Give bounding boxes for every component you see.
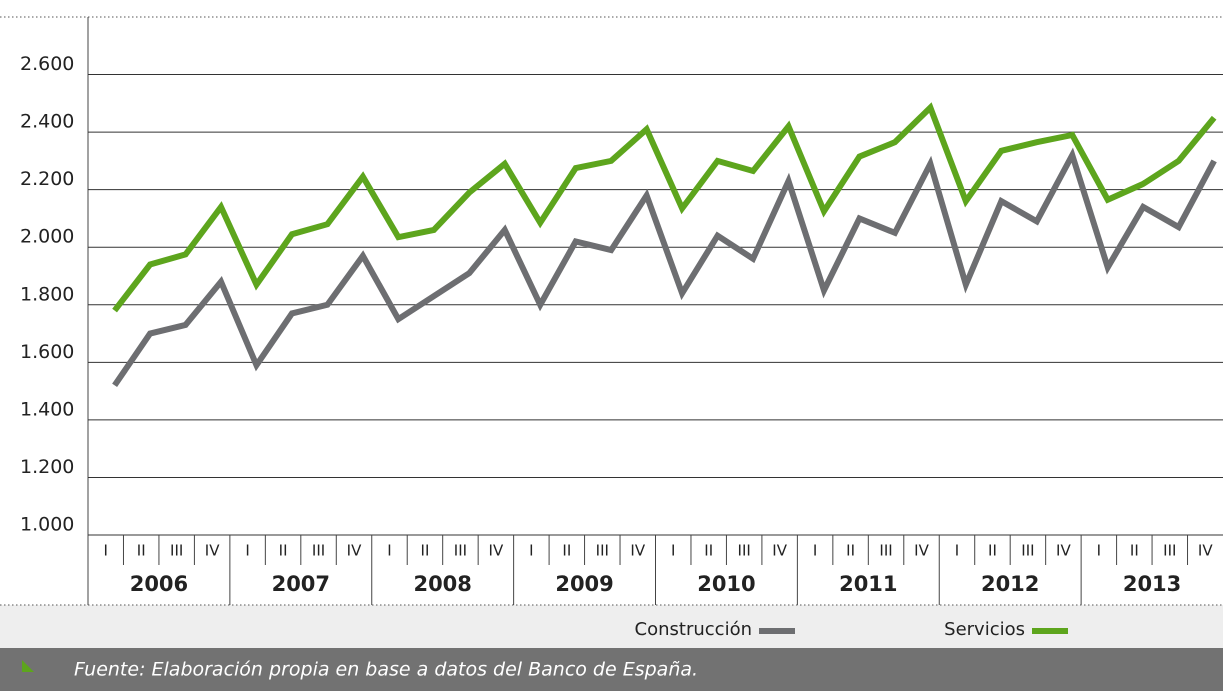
footer-icon xyxy=(22,660,34,672)
x-tick-label: I xyxy=(813,542,817,560)
legend-label: Construcción xyxy=(635,619,752,640)
source-note: Fuente: Elaboración propia en base a dat… xyxy=(74,659,698,681)
x-tick-label: IV xyxy=(630,542,645,560)
legend-swatch xyxy=(1032,628,1068,634)
x-tick-label: I xyxy=(529,542,533,560)
x-tick-label: II xyxy=(421,542,430,560)
legend-band xyxy=(0,605,1223,648)
x-tick-label: II xyxy=(137,542,146,560)
year-label: 2012 xyxy=(981,572,1039,596)
y-tick-label: 1.200 xyxy=(20,456,74,478)
y-tick-label: 2.200 xyxy=(20,168,74,190)
year-label: 2008 xyxy=(413,572,471,596)
x-tick-label: I xyxy=(955,542,959,560)
series-line xyxy=(112,102,1217,313)
y-tick-label: 1.400 xyxy=(20,398,74,420)
x-tick-label: III xyxy=(1021,542,1034,560)
x-tick-label: IV xyxy=(914,542,929,560)
x-tick-label: IV xyxy=(1056,542,1071,560)
series-line xyxy=(112,147,1217,388)
year-label: 2007 xyxy=(272,572,330,596)
year-label: 2006 xyxy=(130,572,188,596)
legend-swatch xyxy=(759,628,795,634)
x-tick-label: I xyxy=(1097,542,1101,560)
x-tick-label: III xyxy=(879,542,892,560)
y-tick-label: 1.800 xyxy=(20,283,74,305)
year-label: 2013 xyxy=(1123,572,1181,596)
x-tick-label: II xyxy=(279,542,288,560)
legend-label: Servicios xyxy=(944,619,1025,640)
x-tick-label: IV xyxy=(1198,542,1213,560)
x-tick-label: II xyxy=(704,542,713,560)
x-tick-label: III xyxy=(596,542,609,560)
year-label: 2010 xyxy=(697,572,755,596)
x-tick-label: I xyxy=(671,542,675,560)
footer-band xyxy=(0,648,1223,691)
year-label: 2011 xyxy=(839,572,897,596)
y-tick-label: 2.400 xyxy=(20,111,74,133)
y-tick-label: 2.000 xyxy=(20,226,74,248)
x-tick-label: II xyxy=(1130,542,1139,560)
x-tick-label: IV xyxy=(772,542,787,560)
x-tick-label: IV xyxy=(489,542,504,560)
x-tick-label: IV xyxy=(205,542,220,560)
x-tick-label: IV xyxy=(347,542,362,560)
x-tick-label: I xyxy=(245,542,249,560)
y-tick-label: 1.000 xyxy=(20,514,74,536)
x-tick-label: II xyxy=(988,542,997,560)
x-tick-label: III xyxy=(454,542,467,560)
year-label: 2009 xyxy=(555,572,613,596)
x-tick-label: III xyxy=(170,542,183,560)
x-tick-label: I xyxy=(387,542,391,560)
x-tick-label: III xyxy=(1163,542,1176,560)
x-tick-label: II xyxy=(562,542,571,560)
x-tick-label: III xyxy=(312,542,325,560)
x-tick-label: III xyxy=(738,542,751,560)
x-tick-label: II xyxy=(846,542,855,560)
y-tick-label: 1.600 xyxy=(20,341,74,363)
x-tick-label: I xyxy=(104,542,108,560)
y-tick-label: 2.600 xyxy=(20,53,74,75)
